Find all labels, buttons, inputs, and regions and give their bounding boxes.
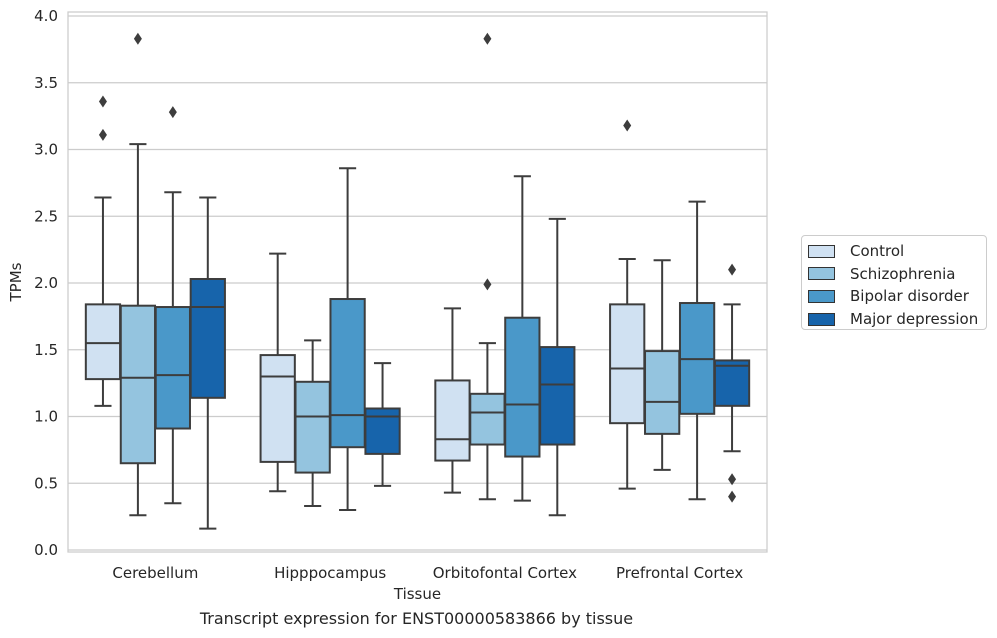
box-major-depression: [713, 263, 751, 503]
box-control: [84, 95, 122, 407]
x-tick-label: Hipppocampus: [274, 564, 386, 582]
box-iqr: [469, 392, 506, 446]
outlier-point: [168, 106, 177, 119]
box-iqr: [364, 407, 401, 455]
box-iqr: [294, 380, 331, 474]
y-tick-label: 3.0: [34, 141, 58, 159]
x-axis-ticks: Cerebellum Hipppocampus Orbitofontal Corte…: [112, 564, 743, 582]
box-bipolar-disorder: [329, 167, 366, 511]
x-tick-label: Prefrontal Cortex: [616, 564, 743, 582]
box-schizophrenia: [119, 32, 157, 517]
box-schizophrenia: [644, 259, 681, 471]
legend-label: Control: [850, 242, 905, 261]
y-tick-label: 2.0: [34, 274, 58, 292]
box-iqr: [504, 316, 541, 458]
y-tick-label: 1.0: [34, 408, 58, 426]
boxes: [84, 32, 751, 530]
legend-label: Bipolar disorder: [850, 287, 969, 306]
box-major-depression: [364, 362, 401, 487]
y-axis-label: TPMs: [7, 262, 25, 302]
legend-item: Control: [808, 240, 986, 263]
legend-swatch: [808, 244, 835, 258]
plot-area: [67, 11, 768, 553]
box-control: [434, 307, 471, 494]
box-iqr: [539, 346, 576, 446]
box-iqr: [434, 379, 471, 462]
y-tick-label: 2.5: [34, 207, 58, 225]
outlier-point: [728, 490, 737, 503]
legend-swatch: [808, 267, 835, 281]
legend-label: Major depression: [850, 310, 979, 329]
legend-item: Major depression: [808, 308, 986, 331]
outlier-point: [483, 278, 492, 291]
y-tick-label: 1.5: [34, 341, 58, 359]
y-tick-label: 3.5: [34, 74, 58, 92]
chart-caption: Transcript expression for ENST0000058386…: [199, 609, 634, 628]
gridlines: [68, 15, 767, 551]
box-iqr: [609, 303, 646, 425]
y-tick-label: 0.0: [34, 541, 58, 559]
legend-label: Schizophrenia: [850, 264, 956, 283]
y-tick-label: 0.5: [34, 474, 58, 492]
outlier-point: [728, 473, 737, 486]
box-iqr: [189, 277, 226, 399]
outlier-point: [133, 32, 142, 45]
legend-swatch: [808, 289, 835, 303]
legend: Control Schizophrenia Bipolar disorder Majo…: [801, 235, 987, 330]
x-tick-label: Orbitofontal Cortex: [433, 564, 577, 582]
box-control: [259, 252, 296, 493]
x-tick-label: Cerebellum: [112, 564, 198, 582]
outlier-point: [98, 95, 107, 108]
box-schizophrenia: [469, 32, 506, 501]
box-iqr: [644, 350, 681, 435]
box-schizophrenia: [294, 339, 331, 507]
outlier-point: [728, 263, 737, 276]
box-major-depression: [189, 196, 226, 530]
y-tick-label: 4.0: [34, 7, 58, 25]
x-axis-label: Tissue: [393, 585, 441, 603]
legend-item: Bipolar disorder: [808, 285, 986, 308]
box-bipolar-disorder: [154, 106, 191, 505]
legend-swatch: [808, 312, 835, 326]
box-iqr: [84, 303, 122, 381]
box-iqr: [154, 306, 191, 430]
box-major-depression: [539, 217, 576, 517]
box-iqr: [119, 304, 157, 465]
box-iqr: [713, 359, 751, 407]
outlier-point: [623, 119, 632, 132]
box-bipolar-disorder: [678, 200, 716, 501]
box-bipolar-disorder: [504, 175, 541, 502]
legend-item: Schizophrenia: [808, 263, 986, 286]
box-iqr: [329, 298, 366, 449]
y-axis-ticks: 0.0 0.5 1.0 1.5 2.0 2.5 3.0 3.5 4.0: [34, 7, 58, 559]
box-iqr: [259, 354, 296, 463]
outlier-point: [98, 128, 107, 141]
outlier-point: [483, 32, 492, 45]
box-control: [609, 119, 646, 490]
